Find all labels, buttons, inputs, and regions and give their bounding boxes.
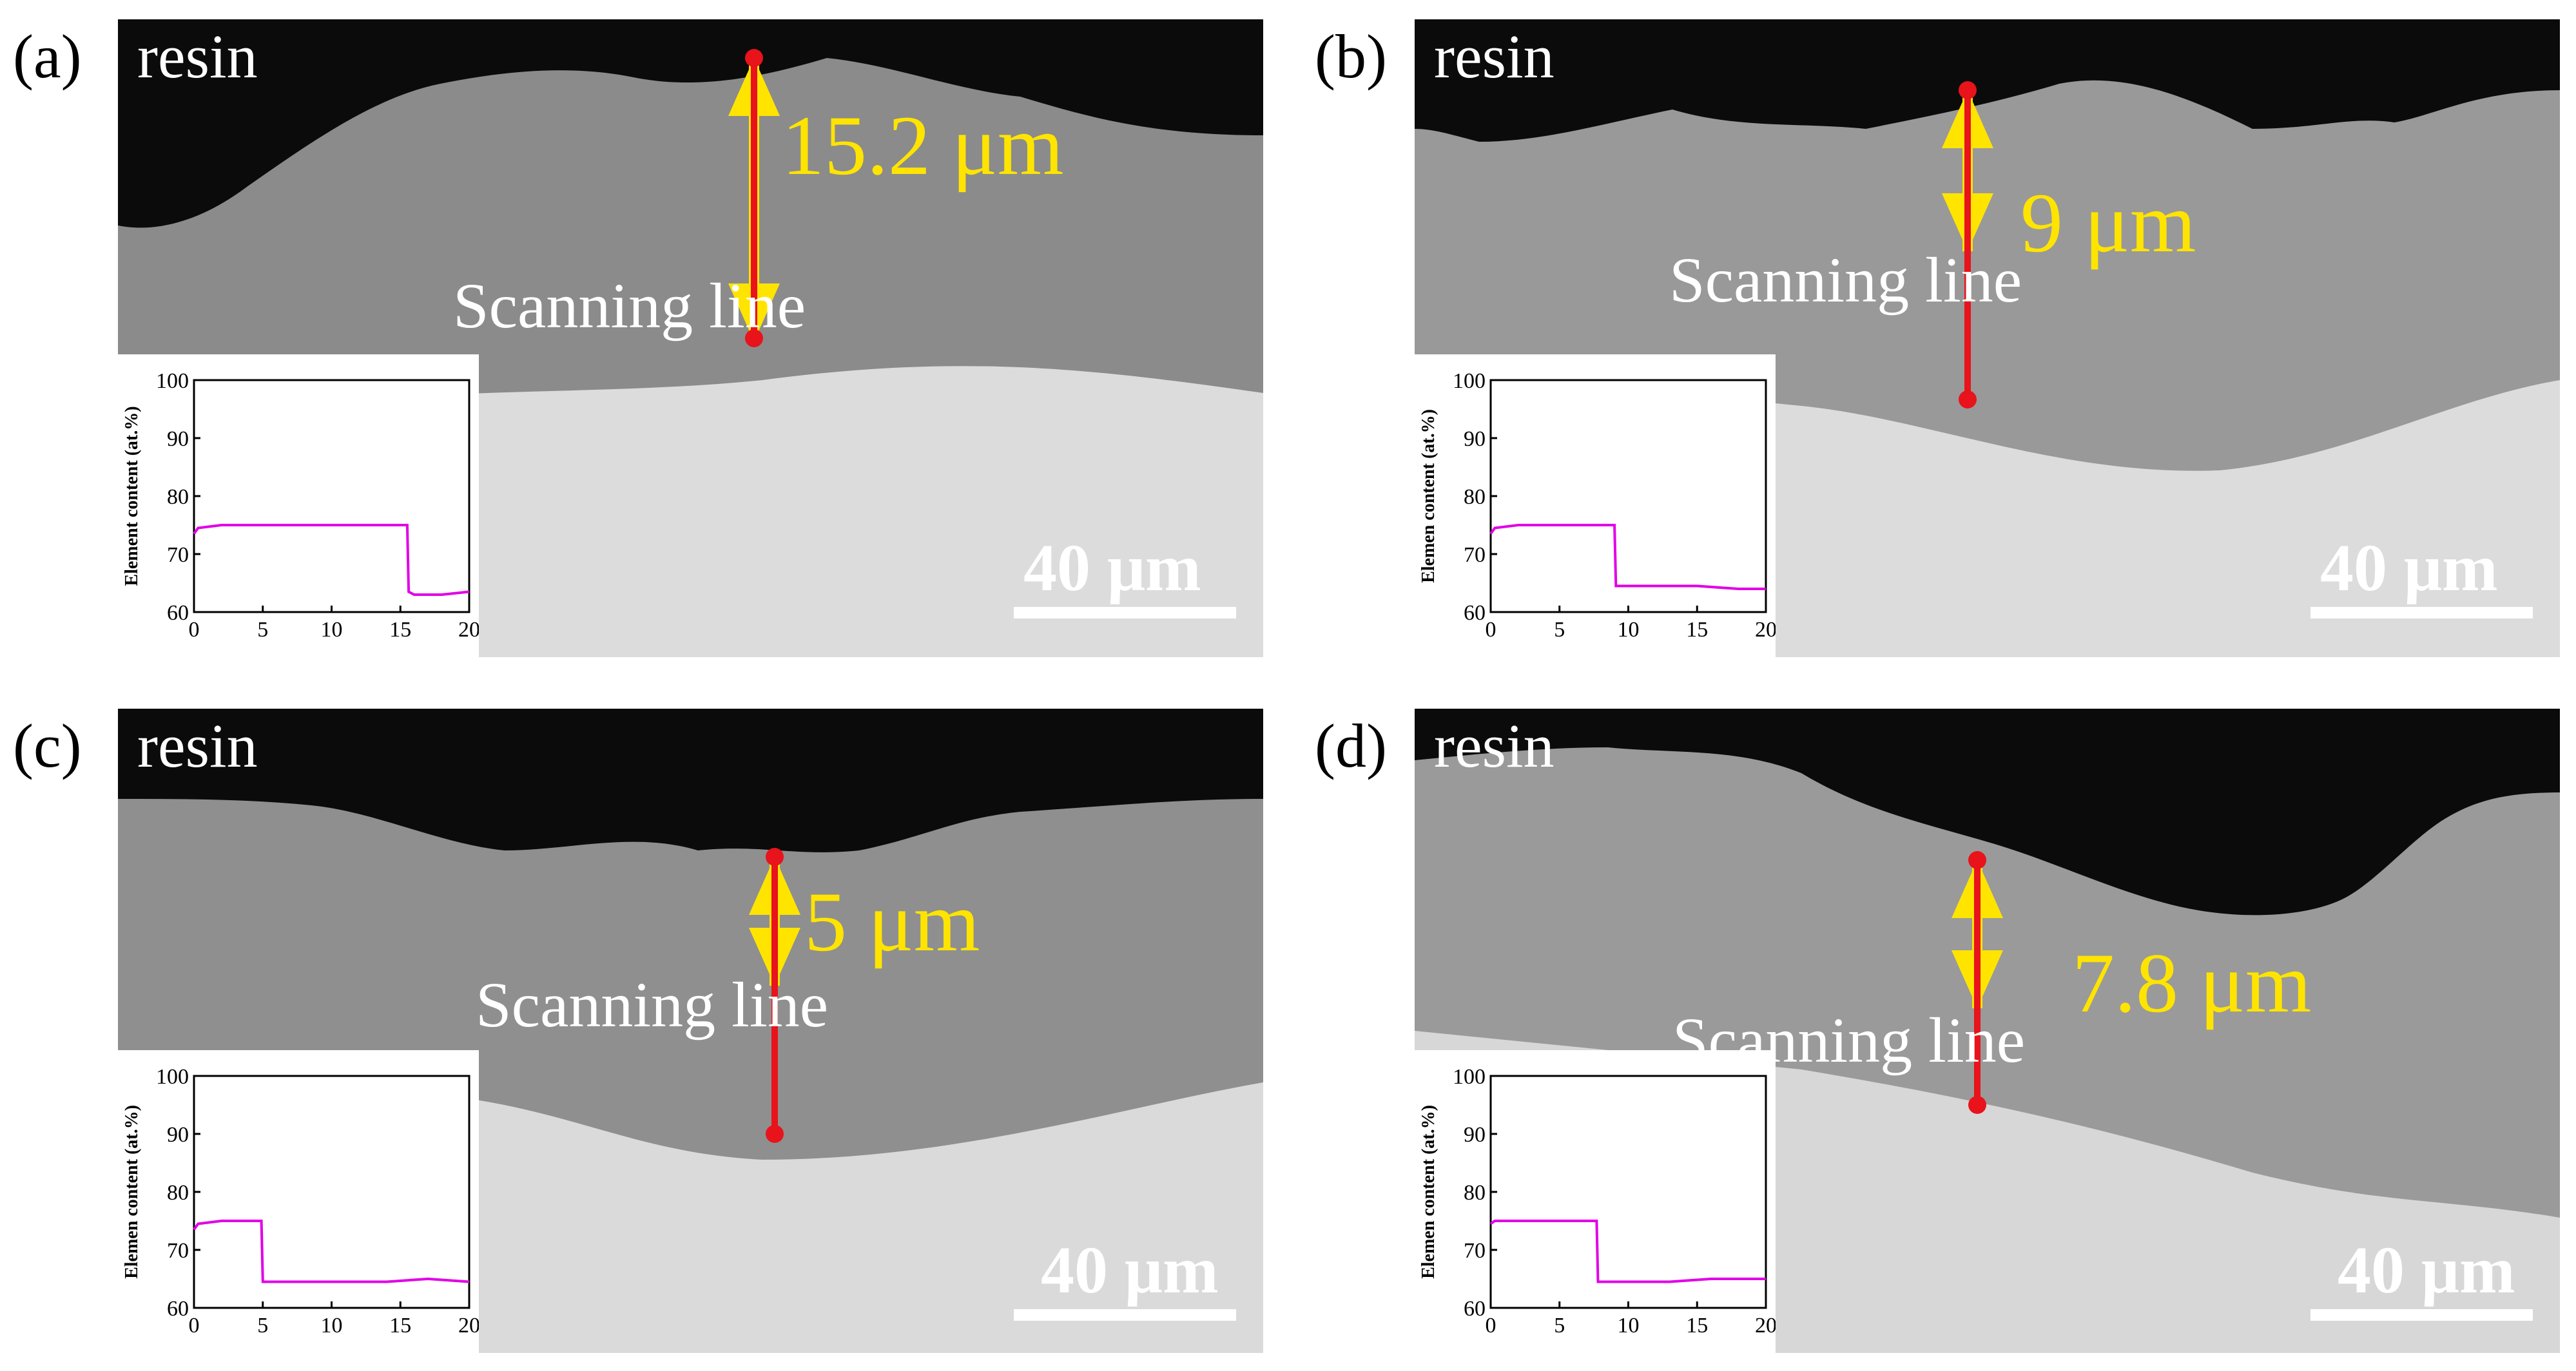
x-tick-label: 15 [389,1314,411,1337]
x-tick-label: 20 [458,618,479,642]
panel-label-b: (b) [1315,22,1387,91]
y-tick-label: 90 [167,1123,189,1147]
series-line [193,524,470,596]
scale-bar-label: 40 μm [2338,1233,2515,1307]
x-tick-label: 5 [257,1314,268,1337]
resin-label: resin [137,711,258,780]
y-tick-label: 80 [167,485,189,509]
line-scan-inset-d: 0 5 10 15 20 60 70 80 90 100 Elemen content (at.%) [1415,1050,1776,1353]
x-tick-label: 5 [1554,1314,1565,1337]
thickness-label: 9 μm [2020,175,2196,270]
y-tick-label: 70 [167,543,189,567]
x-tick-label: 0 [189,618,200,642]
y-tick-label: 60 [1464,1297,1486,1321]
x-tick-label: 10 [1618,1314,1640,1337]
y-tick-label: 80 [167,1181,189,1205]
x-tick-label: 0 [189,1314,200,1337]
line-scan-inset-b: 0 5 10 15 20 60 70 80 90 100 Elemen content (at.%) [1415,354,1776,657]
series-line [1489,1220,1766,1283]
x-tick-label: 0 [1486,1314,1496,1337]
x-tick-label: 0 [1486,618,1496,642]
micrograph-c: resin 5 μm Scanning line 40 μm 0 5 10 15 20 6… [118,709,1263,1353]
line-scan-inset-a: 0 5 10 15 20 60 70 80 90 100 Element content (at.%… [118,354,479,657]
scale-bar [1014,607,1236,618]
y-tick-label: 90 [1464,427,1486,451]
panel-label-c: (c) [13,711,82,780]
line-scan-inset-c: 0 5 10 15 20 60 70 80 90 100 Elemen content (at.%) [118,1050,479,1353]
micrograph-background [118,709,1263,1353]
y-tick-label: 60 [1464,601,1486,625]
scanning-line-label: Scanning line [1669,244,2022,316]
y-tick-label: 100 [1453,1065,1486,1089]
x-tick-label: 5 [1554,618,1565,642]
panel-label-a: (a) [13,22,82,91]
y-axis-label: Elemen content (at.%) [1419,409,1438,583]
scale-bar [2310,607,2533,618]
x-tick-label: 10 [321,1314,343,1337]
y-tick-label: 100 [156,369,189,393]
scale-bar [1014,1309,1236,1321]
x-tick-label: 5 [257,618,268,642]
micrograph-d: resin 7.8 μm Scanning line 40 μm 0 5 10 15 2… [1415,709,2560,1353]
scale-bar-label: 40 μm [2320,531,2498,605]
x-tick-label: 15 [1686,1314,1708,1337]
y-tick-label: 70 [1464,543,1486,567]
y-tick-label: 60 [167,601,189,625]
resin-label: resin [1434,711,1554,780]
scale-bar-label: 40 μm [1041,1233,1219,1307]
thickness-label: 15.2 μm [782,98,1064,193]
panel-label-d: (d) [1315,711,1387,780]
y-tick-label: 90 [167,427,189,451]
thickness-label: 5 μm [804,874,980,969]
y-tick-label: 80 [1464,485,1486,509]
y-tick-label: 100 [1453,369,1486,393]
micrograph-a: resin 15.2 μm Scanning line 40 μm 0 5 10 15… [118,19,1263,657]
plot-frame [193,379,470,613]
x-tick-label: 20 [458,1314,479,1337]
scan-overlay [1951,851,2003,1114]
scanning-line-label: Scanning line [476,969,829,1040]
y-tick-label: 70 [1464,1239,1486,1263]
micrograph-b: resin 9 μm Scanning line 40 μm 0 5 10 15 20 6… [1415,19,2560,657]
series-line [1489,524,1766,590]
x-tick-label: 20 [1755,618,1776,642]
resin-label: resin [137,22,258,91]
plot-frame [1489,1075,1767,1309]
scan-overlay [749,848,800,1143]
y-axis-label: Element content (at.%) [122,406,142,586]
scanning-line-label: Scanning line [453,270,806,341]
scale-bar-label: 40 μm [1023,531,1201,605]
y-tick-label: 80 [1464,1181,1486,1205]
x-tick-label: 20 [1755,1314,1776,1337]
x-tick-label: 15 [1686,618,1708,642]
scale-bar [2310,1309,2533,1321]
x-tick-label: 10 [1618,618,1640,642]
y-tick-label: 70 [167,1239,189,1263]
y-axis-label: Elemen content (at.%) [122,1105,142,1279]
scan-overlay [1942,81,1993,408]
x-tick-label: 15 [389,618,411,642]
series-line [193,1220,470,1283]
y-tick-label: 60 [167,1297,189,1321]
plot-frame [193,1075,470,1309]
scan-overlay [728,49,780,347]
resin-label: resin [1434,22,1554,91]
y-tick-label: 100 [156,1065,189,1089]
y-tick-label: 90 [1464,1123,1486,1147]
y-axis-label: Elemen content (at.%) [1419,1105,1438,1279]
thickness-label: 7.8 μm [2072,935,2312,1030]
plot-frame [1489,379,1767,613]
x-tick-label: 10 [321,618,343,642]
